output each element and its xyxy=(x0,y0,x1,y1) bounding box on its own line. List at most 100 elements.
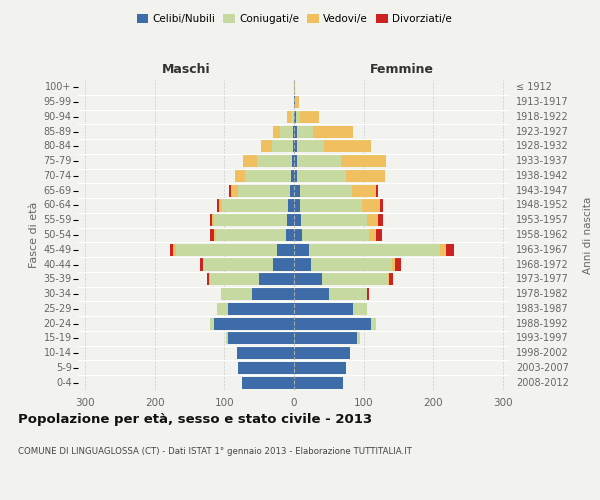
Bar xyxy=(294,244,310,256)
Bar xyxy=(292,155,294,167)
Bar xyxy=(259,273,294,285)
Bar xyxy=(209,273,211,285)
Bar xyxy=(299,184,352,197)
Bar xyxy=(357,332,360,344)
Bar xyxy=(298,155,341,167)
Bar xyxy=(273,258,294,270)
Text: Femmine: Femmine xyxy=(370,62,434,76)
Text: COMUNE DI LINGUAGLOSSA (CT) - Dati ISTAT 1° gennaio 2013 - Elaborazione TUTTITAL: COMUNE DI LINGUAGLOSSA (CT) - Dati ISTAT… xyxy=(18,448,412,456)
Bar xyxy=(217,200,219,211)
Bar xyxy=(313,126,353,138)
Bar xyxy=(299,111,319,123)
Bar xyxy=(211,318,214,330)
Bar xyxy=(242,376,294,388)
Bar xyxy=(446,244,454,256)
Bar xyxy=(290,111,294,123)
Bar xyxy=(371,318,376,330)
Bar xyxy=(200,258,203,270)
Bar xyxy=(235,170,245,182)
Bar xyxy=(353,303,367,315)
Bar xyxy=(294,332,357,344)
Bar xyxy=(295,96,299,108)
Bar xyxy=(298,170,346,182)
Bar xyxy=(294,288,329,300)
Bar xyxy=(237,347,294,359)
Bar xyxy=(294,200,299,211)
Bar xyxy=(310,244,440,256)
Bar xyxy=(229,184,230,197)
Bar xyxy=(377,214,383,226)
Bar xyxy=(440,244,446,256)
Bar xyxy=(173,244,176,256)
Bar xyxy=(287,111,290,123)
Bar xyxy=(389,273,393,285)
Bar xyxy=(290,170,294,182)
Bar xyxy=(294,82,295,94)
Bar xyxy=(228,332,294,344)
Bar xyxy=(252,288,294,300)
Bar xyxy=(367,288,369,300)
Bar xyxy=(352,184,376,197)
Bar xyxy=(226,332,228,344)
Bar xyxy=(392,258,395,270)
Bar xyxy=(368,229,376,241)
Bar xyxy=(272,140,293,152)
Bar xyxy=(362,200,380,211)
Bar xyxy=(176,244,277,256)
Bar xyxy=(294,214,301,226)
Bar xyxy=(294,229,302,241)
Bar xyxy=(245,170,290,182)
Bar xyxy=(376,229,382,241)
Bar xyxy=(230,184,238,197)
Bar xyxy=(329,288,367,300)
Bar xyxy=(324,140,371,152)
Bar xyxy=(277,244,294,256)
Bar xyxy=(219,200,222,211)
Bar xyxy=(289,200,294,211)
Bar xyxy=(286,229,294,241)
Legend: Celibi/Nubili, Coniugati/e, Vedovi/e, Divorziati/e: Celibi/Nubili, Coniugati/e, Vedovi/e, Di… xyxy=(133,10,455,29)
Bar xyxy=(203,258,273,270)
Bar xyxy=(211,273,259,285)
Bar xyxy=(293,140,294,152)
Bar xyxy=(376,184,379,197)
Text: Popolazione per età, sesso e stato civile - 2013: Popolazione per età, sesso e stato civil… xyxy=(18,412,372,426)
Bar xyxy=(341,155,386,167)
Bar xyxy=(294,362,346,374)
Bar xyxy=(238,362,294,374)
Bar xyxy=(212,214,214,226)
Bar xyxy=(221,288,252,300)
Text: Maschi: Maschi xyxy=(161,62,211,76)
Bar xyxy=(367,214,377,226)
Bar xyxy=(238,184,290,197)
Bar xyxy=(294,111,296,123)
Bar xyxy=(222,200,289,211)
Bar xyxy=(311,258,392,270)
Y-axis label: Fasce di età: Fasce di età xyxy=(29,202,39,268)
Bar xyxy=(299,200,362,211)
Bar xyxy=(296,111,299,123)
Bar xyxy=(294,347,350,359)
Bar xyxy=(322,273,388,285)
Bar xyxy=(290,184,294,197)
Bar xyxy=(294,303,353,315)
Bar xyxy=(294,184,299,197)
Bar xyxy=(380,200,383,211)
Bar xyxy=(261,140,272,152)
Bar xyxy=(243,155,257,167)
Bar xyxy=(302,229,368,241)
Bar xyxy=(388,273,389,285)
Bar xyxy=(211,229,214,241)
Bar xyxy=(273,126,280,138)
Bar xyxy=(294,318,371,330)
Bar xyxy=(207,273,209,285)
Bar xyxy=(214,229,216,241)
Bar xyxy=(298,126,313,138)
Bar xyxy=(228,303,294,315)
Bar xyxy=(294,273,322,285)
Bar xyxy=(257,155,292,167)
Bar xyxy=(209,214,212,226)
Bar xyxy=(298,140,324,152)
Bar xyxy=(214,214,287,226)
Bar xyxy=(170,244,173,256)
